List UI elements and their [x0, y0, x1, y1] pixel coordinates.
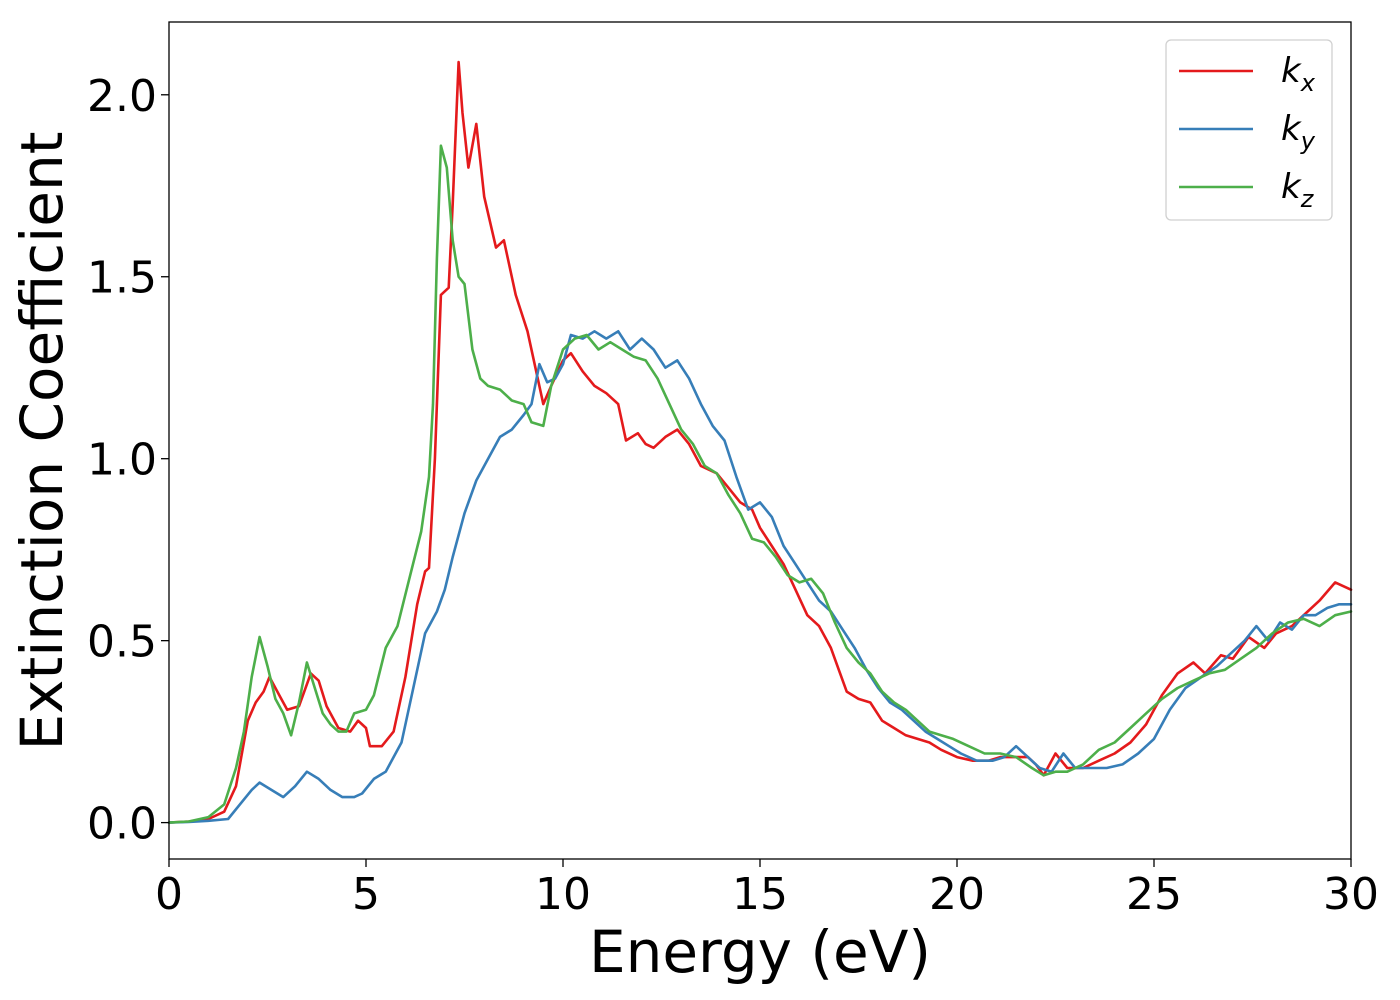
series-line-x: [167, 60, 1353, 824]
x-tick-label: 30: [1323, 869, 1379, 920]
series-line-z: [167, 144, 1353, 824]
x-tick-label: 5: [352, 869, 380, 920]
y-axis-title: Extinction Coefficient: [8, 132, 76, 751]
series-line-y: [167, 330, 1353, 824]
y-tick-label: 2.0: [87, 71, 157, 122]
y-tick-label: 0.0: [87, 799, 157, 850]
x-tick-label: 20: [929, 869, 985, 920]
x-axis-ticks: 0 5 10 15 20 25 30: [155, 859, 1379, 920]
x-tick-label: 15: [732, 869, 788, 920]
legend-label-z: kz: [1281, 167, 1315, 213]
legend: kx ky kz: [1165, 39, 1333, 221]
x-tick-label: 10: [535, 869, 591, 920]
legend-items: kx ky kz: [1179, 51, 1316, 213]
legend-label-x: kx: [1281, 51, 1316, 97]
y-tick-label: 1.0: [87, 435, 157, 486]
x-tick-label: 0: [155, 869, 183, 920]
x-tick-label: 25: [1126, 869, 1182, 920]
y-axis-ticks: 0.0 0.5 1.0 1.5 2.0: [87, 71, 169, 850]
legend-label-y: ky: [1281, 109, 1316, 155]
y-tick-label: 1.5: [87, 253, 157, 304]
series-layer: [167, 60, 1353, 824]
y-tick-label: 0.5: [87, 617, 157, 668]
x-axis-title: Energy (eV): [589, 918, 931, 986]
